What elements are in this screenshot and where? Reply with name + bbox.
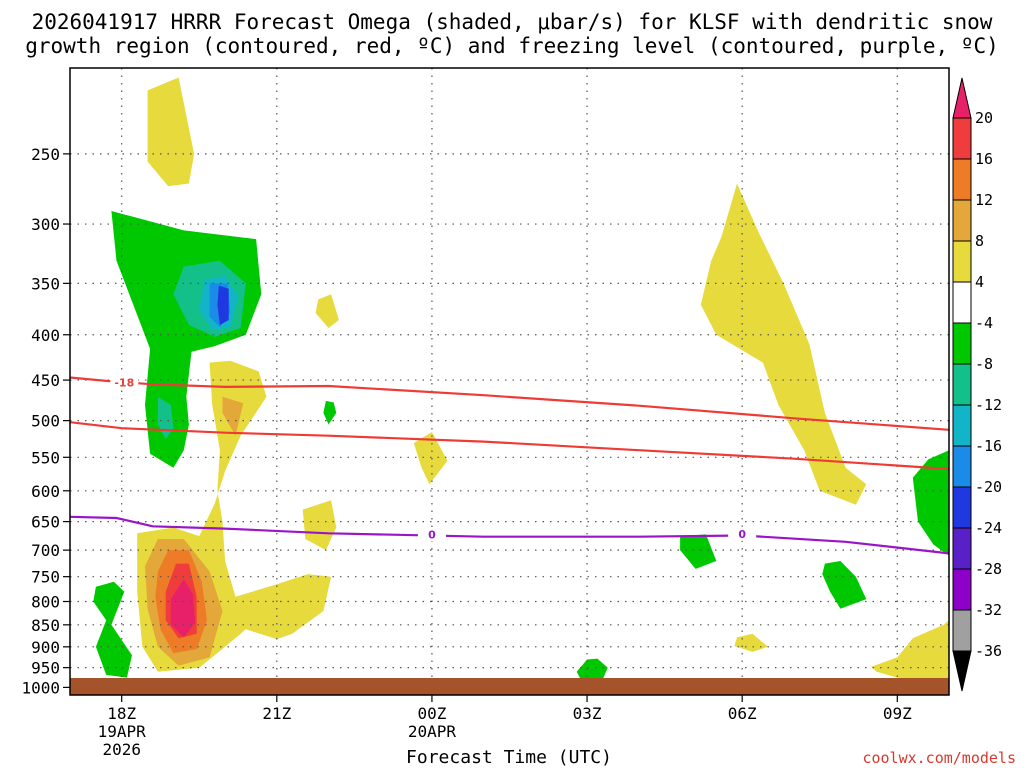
y-tick-label: 550 <box>31 448 60 467</box>
dgz-bottom-contour <box>70 421 949 471</box>
y-axis: 250 300 350 400 450 500 550 600 650 700 750 800 850 9… <box>21 145 70 697</box>
y-tick-label: 650 <box>31 513 60 532</box>
omega-area-24 <box>912 450 949 556</box>
x-tick-date: 19APR <box>98 722 147 741</box>
contour-lines: -18 0 0 <box>70 375 949 555</box>
colorbar-box <box>952 609 972 652</box>
omega-area-8 <box>222 396 244 436</box>
omega-area-18 <box>700 183 867 505</box>
colorbar-label: -36 <box>975 642 1002 660</box>
colorbar-box <box>952 568 972 611</box>
omega-area-20 <box>822 561 867 609</box>
colorbar: 20 16 12 8 4 -4 -8 -12 -16 -20 -24 -28 -32 -36 <box>952 77 1002 692</box>
colorbar-label: -24 <box>975 519 1002 537</box>
ground-surface <box>70 678 949 695</box>
y-tick-label: 300 <box>31 215 60 234</box>
colorbar-label: -16 <box>975 437 1002 455</box>
x-tick-label: 03Z <box>573 704 602 723</box>
colorbar-label: 20 <box>975 109 993 127</box>
colorbar-box <box>952 445 972 488</box>
colorbar-label: -32 <box>975 601 1002 619</box>
y-tick-label: 850 <box>31 616 60 635</box>
omega-area-6 <box>157 396 174 440</box>
y-tick-label: 750 <box>31 568 60 587</box>
omega-area-17 <box>413 432 448 485</box>
y-tick-label: 450 <box>31 371 60 390</box>
x-tick-year: 2026 <box>102 740 141 759</box>
omega-area-21 <box>576 658 608 682</box>
colorbar-label: -28 <box>975 560 1002 578</box>
freezing-label-2: 0 <box>738 528 746 541</box>
y-tick-label: 600 <box>31 482 60 501</box>
colorbar-label: -4 <box>975 314 993 332</box>
y-tick-label: 1000 <box>21 678 60 697</box>
omega-area-14 <box>315 294 339 328</box>
omega-area-15 <box>323 400 337 425</box>
freezing-level-contour <box>70 515 949 555</box>
chart-title-line1: 2026041917 HRRR Forecast Omega (shaded, … <box>32 10 993 34</box>
y-tick-label: 950 <box>31 659 60 678</box>
omega-area-16 <box>302 500 337 551</box>
credit-text: coolwx.com/models <box>862 749 1016 767</box>
colorbar-box <box>952 486 972 529</box>
x-axis-label: Forecast Time (UTC) <box>406 747 612 768</box>
colorbar-box <box>952 199 972 242</box>
plot-frame <box>69 67 950 696</box>
colorbar-box <box>952 158 972 201</box>
omega-area-22 <box>734 633 768 652</box>
colorbar-box <box>952 322 972 365</box>
x-tick-label: 21Z <box>262 704 291 723</box>
y-tick-label: 800 <box>31 593 60 612</box>
x-tick-label: 06Z <box>728 704 757 723</box>
omega-area-23 <box>871 620 949 684</box>
y-tick-label: 900 <box>31 638 60 657</box>
freezing-label-1-bg <box>417 527 446 542</box>
dgz-label-bg <box>110 375 139 390</box>
y-tick-label: 350 <box>31 274 60 293</box>
colorbar-box <box>952 404 972 447</box>
y-tick-label: 500 <box>31 412 60 431</box>
colorbar-label: 4 <box>975 273 984 291</box>
colorbar-top-tip <box>952 77 972 119</box>
freezing-label-1: 0 <box>428 528 436 541</box>
colorbar-label: 16 <box>975 150 993 168</box>
colorbar-label: -20 <box>975 478 1002 496</box>
colorbar-box <box>952 117 972 160</box>
dgz-label: -18 <box>114 377 134 390</box>
freezing-label-2-bg <box>728 526 757 541</box>
x-tick-date: 20APR <box>408 722 457 741</box>
colorbar-label: 8 <box>975 232 984 250</box>
omega-area-12 <box>170 579 196 638</box>
omega-area-0 <box>147 77 195 187</box>
y-tick-label: 250 <box>31 145 60 164</box>
omega-area-5 <box>217 285 229 325</box>
y-tick-label: 400 <box>31 326 60 345</box>
omega-area-19 <box>680 534 717 569</box>
y-tick-label: 700 <box>31 541 60 560</box>
x-tick-label: 18Z <box>107 704 136 723</box>
x-tick-label: 09Z <box>883 704 912 723</box>
omega-area-13 <box>93 581 132 678</box>
colorbar-box <box>952 363 972 406</box>
colorbar-bottom-tip <box>952 650 972 692</box>
colorbar-box <box>952 240 972 283</box>
x-tick-label: 00Z <box>417 704 446 723</box>
colorbar-box <box>952 281 972 324</box>
colorbar-label: -12 <box>975 396 1002 414</box>
colorbar-label: 12 <box>975 191 993 209</box>
colorbar-box <box>952 527 972 570</box>
chart-title-line2: growth region (contoured, red, ºC) and f… <box>25 34 999 58</box>
colorbar-label: -8 <box>975 355 993 373</box>
